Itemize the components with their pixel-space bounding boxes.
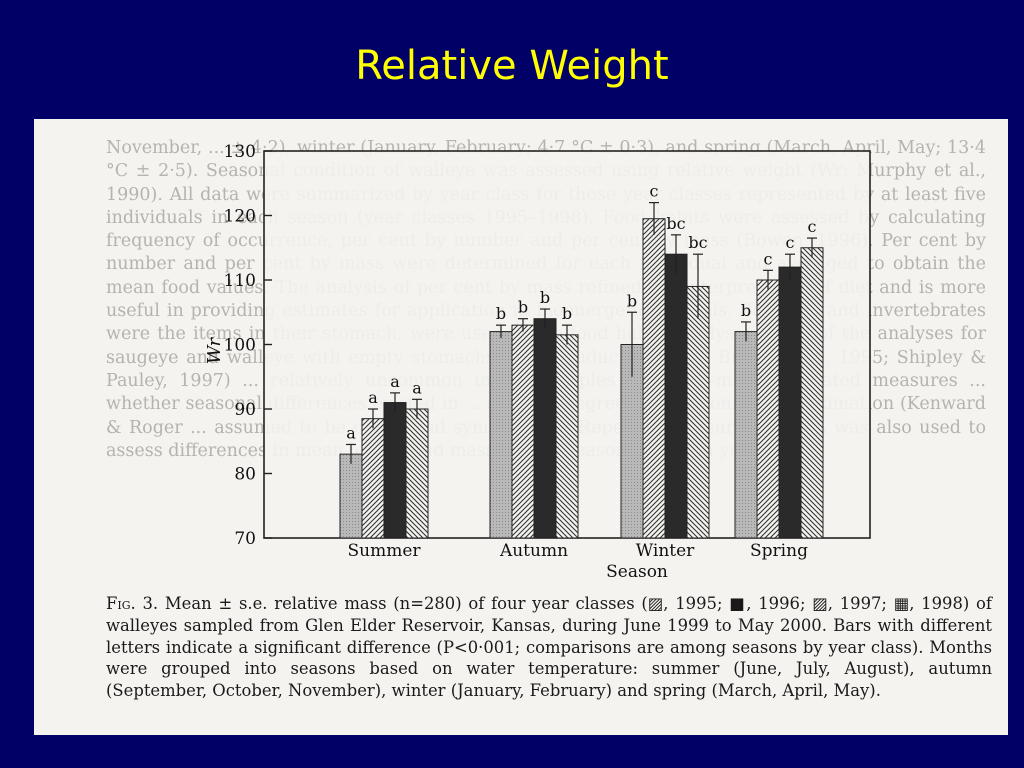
y-axis: 70 80 90 100 110 120 130 Wr bbox=[204, 142, 272, 549]
slide-title: Relative Weight bbox=[355, 43, 669, 89]
y-tick-label: 110 bbox=[224, 271, 256, 291]
x-tick-label: Autumn bbox=[499, 541, 568, 561]
caption-text: Mean ± s.e. relative mass (n=280) of fou… bbox=[106, 594, 992, 701]
significance-letter: b bbox=[518, 298, 528, 317]
significance-letter: c bbox=[650, 182, 659, 201]
significance-letter: b bbox=[562, 304, 572, 323]
bar bbox=[664, 253, 688, 539]
significance-letter: b bbox=[741, 301, 751, 320]
x-axis: Summer Autumn Winter Spring Season bbox=[347, 541, 808, 582]
y-tick-label: 70 bbox=[234, 529, 256, 549]
y-tick-label: 80 bbox=[234, 465, 256, 485]
bar bbox=[511, 324, 535, 539]
significance-letter: c bbox=[786, 233, 795, 252]
significance-letter: b bbox=[496, 304, 506, 323]
x-tick-label: Summer bbox=[347, 541, 421, 561]
y-tick-label: 130 bbox=[224, 142, 256, 162]
figure-scan: November, ... ± 4·2), winter (January, F… bbox=[34, 119, 1008, 735]
significance-letter: bc bbox=[666, 214, 685, 233]
bar bbox=[800, 247, 824, 539]
bar bbox=[489, 331, 513, 539]
significance-letter: a bbox=[368, 388, 378, 407]
significance-letter: c bbox=[808, 217, 817, 236]
bar bbox=[686, 285, 710, 539]
bar bbox=[533, 318, 557, 539]
significance-letter: b bbox=[540, 288, 550, 307]
significance-letter: a bbox=[412, 378, 422, 397]
significance-letter: b bbox=[627, 291, 637, 310]
y-axis-label: Wr bbox=[204, 336, 225, 364]
bar bbox=[734, 331, 758, 539]
y-tick-label: 120 bbox=[224, 207, 256, 227]
bar bbox=[778, 266, 802, 539]
significance-letter: a bbox=[390, 372, 400, 391]
bar bbox=[555, 334, 579, 539]
figure-caption: Fig. 3. Mean ± s.e. relative mass (n=280… bbox=[106, 593, 992, 702]
significance-letter: bc bbox=[688, 233, 707, 252]
bar bbox=[756, 279, 780, 539]
bar bbox=[383, 402, 407, 539]
x-axis-label: Season bbox=[606, 562, 668, 582]
caption-label: Fig. 3. bbox=[106, 594, 159, 613]
bar bbox=[405, 408, 429, 539]
y-tick-label: 90 bbox=[234, 400, 256, 420]
significance-letter: a bbox=[346, 423, 356, 442]
bar bbox=[642, 218, 666, 539]
x-tick-label: Spring bbox=[750, 541, 808, 561]
bar bbox=[361, 418, 385, 539]
x-tick-label: Winter bbox=[636, 541, 695, 561]
y-tick-label: 100 bbox=[224, 336, 256, 356]
significance-letter: c bbox=[764, 249, 773, 268]
bar bbox=[339, 453, 363, 539]
